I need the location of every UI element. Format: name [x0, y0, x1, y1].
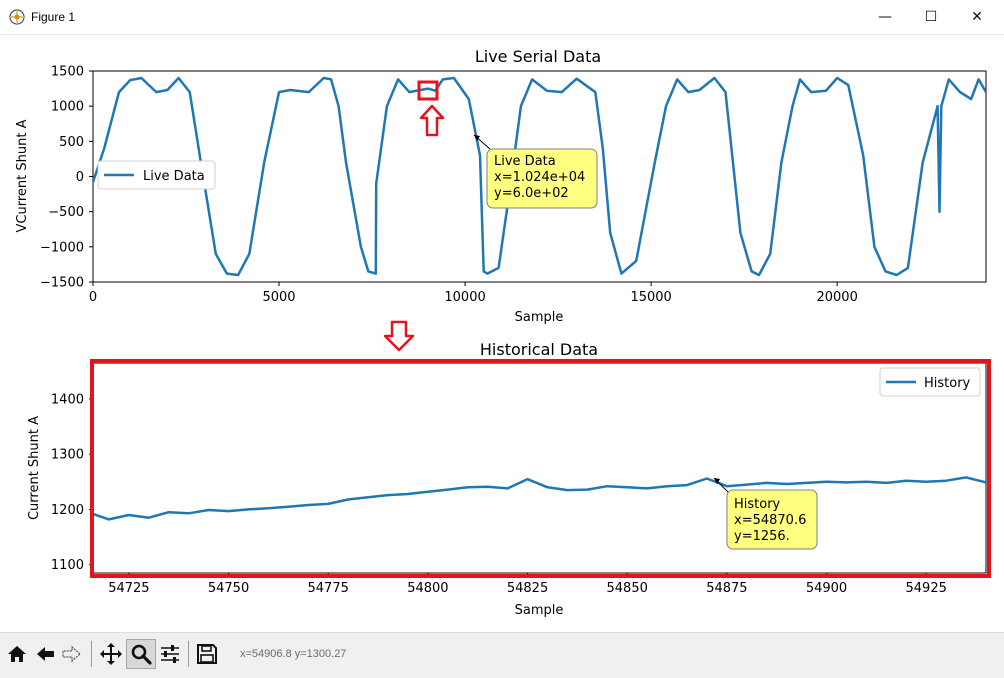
bottom-legend-label: History [924, 376, 971, 391]
close-button[interactable]: ✕ [971, 9, 983, 25]
highlight-box-large [90, 359, 991, 578]
home-button[interactable] [2, 639, 32, 669]
bottom-annotation: History x=54870.6 y=1256. [713, 477, 818, 550]
back-button[interactable] [30, 639, 60, 669]
bottom-ytick-label: 1300 [51, 448, 84, 463]
bottom-xtick-label: 54875 [706, 581, 747, 596]
bottom-axes: Historical Data 54725 54750 54775 54800 5482… [27, 340, 987, 618]
bottom-annotation-arrowhead [714, 478, 720, 484]
bottom-xtick-label: 54725 [108, 581, 149, 596]
top-legend: Live Data [97, 160, 216, 190]
back-icon [37, 647, 54, 661]
top-annotation-arrowhead [474, 135, 480, 141]
home-icon [8, 646, 26, 662]
window-titlebar: Figure 1 — ☐ ✕ [0, 0, 1004, 35]
top-ytick-label: −1500 [40, 276, 84, 291]
app-icon [9, 9, 25, 25]
bottom-series-line [93, 476, 986, 521]
bottom-annotation-box [726, 489, 818, 550]
bottom-xtick-label: 54750 [208, 581, 249, 596]
maximize-button[interactable]: ☐ [924, 9, 938, 25]
forward-button[interactable] [57, 639, 87, 669]
bottom-xtick-label: 54775 [308, 581, 349, 596]
save-button[interactable] [192, 639, 222, 669]
top-annotation: Live Data x=1.024e+04 y=6.0e+02 [473, 134, 598, 209]
bottom-ytick-label: 1200 [51, 503, 84, 518]
top-series-line [93, 76, 986, 277]
top-ylabel: VCurrent Shunt A [15, 119, 30, 232]
highlight-markup [90, 80, 991, 578]
forward-icon [62, 645, 81, 663]
bottom-ylabel: Current Shunt A [27, 416, 42, 520]
navigation-toolbar: x=54906.8 y=1300.27 [0, 632, 1004, 678]
bottom-annotation-line-3: y=1256. [734, 529, 790, 544]
figure-svg: Live Serial Data 0 5000 10000 15000 20000150… [15, 47, 991, 618]
top-axes: Live Serial Data 0 5000 10000 15000 20000150… [15, 47, 987, 325]
highlight-box-small [417, 80, 439, 101]
zoom-icon [131, 644, 152, 665]
top-xtick-label: 20000 [816, 290, 857, 305]
bottom-xtick-label: 54900 [806, 581, 847, 596]
bottom-legend: History [879, 367, 981, 397]
zoom-button[interactable] [126, 639, 156, 669]
top-ytick-label: −500 [48, 205, 84, 220]
top-ytick-label: 1500 [51, 65, 84, 80]
pan-button[interactable] [96, 639, 126, 669]
top-annotation-line-1: Live Data [494, 154, 556, 169]
window-title: Figure 1 [31, 10, 76, 24]
top-xlabel: Sample [515, 310, 564, 325]
up-arrow-markup [419, 104, 445, 137]
minimize-button[interactable]: — [878, 9, 892, 25]
bottom-annotation-line-1: History [734, 497, 781, 512]
top-annotation-line-3: y=6.0e+02 [494, 186, 569, 201]
top-annotation-box [486, 148, 598, 209]
top-xtick-label: 5000 [262, 290, 295, 305]
top-plot-title: Live Serial Data [475, 47, 601, 66]
bottom-xlabel: Sample [515, 603, 564, 618]
coordinate-readout: x=54906.8 y=1300.27 [240, 648, 347, 660]
bottom-xtick-label: 54825 [507, 581, 548, 596]
bottom-xtick-label: 54925 [906, 581, 947, 596]
top-xtick-label: 15000 [630, 290, 671, 305]
top-ytick-label: 1000 [51, 100, 84, 115]
bottom-xtick-label: 54850 [607, 581, 648, 596]
top-ytick-label: 500 [59, 135, 84, 150]
top-ytick-label: −1000 [40, 240, 84, 255]
toolbar-separator [188, 641, 189, 667]
top-annotation-line-2: x=1.024e+04 [494, 170, 585, 185]
bottom-annotation-line-2: x=54870.6 [734, 513, 806, 528]
pan-icon [100, 643, 122, 665]
top-ytick-label: 0 [76, 170, 84, 185]
bottom-xtick-label: 54800 [407, 581, 448, 596]
top-legend-box [97, 160, 216, 190]
configure-icon [161, 645, 179, 663]
toolbar-separator [91, 641, 92, 667]
top-xtick-label: 10000 [444, 290, 485, 305]
bottom-ytick-label: 1400 [51, 392, 84, 407]
top-legend-label: Live Data [143, 169, 205, 184]
save-icon [197, 644, 217, 664]
down-arrow-markup [383, 320, 415, 352]
figure-canvas[interactable]: Live Serial Data 0 5000 10000 15000 20000 150… [0, 35, 1004, 632]
bottom-plot-title: Historical Data [480, 340, 598, 359]
configure-subplots-button[interactable] [155, 639, 185, 669]
bottom-legend-box [879, 367, 981, 397]
bottom-ytick-label: 1100 [51, 558, 84, 573]
bottom-axes-frame [92, 362, 987, 574]
top-xtick-label: 0 [89, 290, 97, 305]
